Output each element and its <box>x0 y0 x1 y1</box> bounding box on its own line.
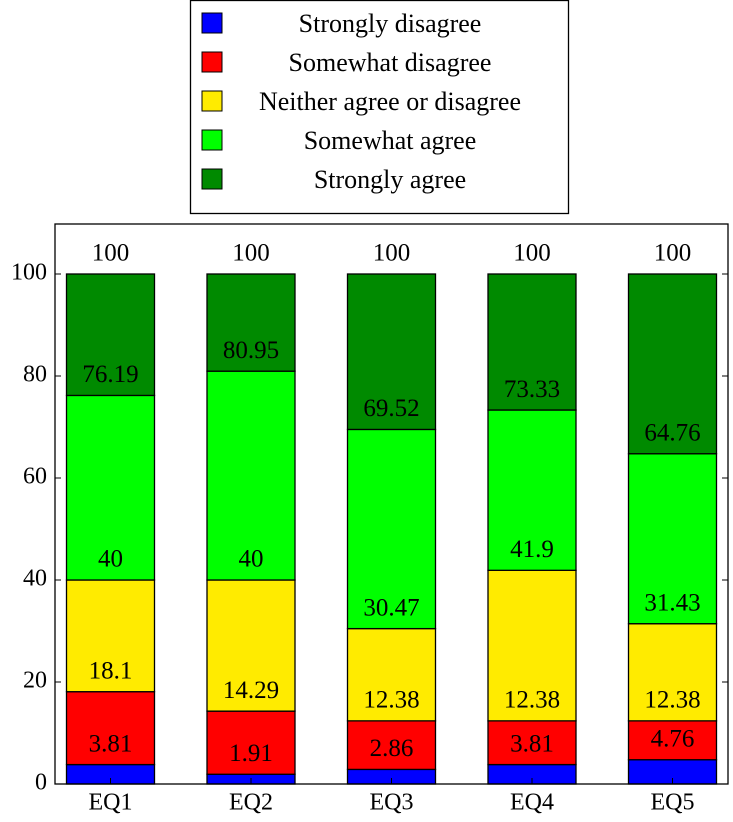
data-label: 31.43 <box>644 589 700 616</box>
data-label: 3.81 <box>89 730 133 757</box>
data-label: 3.81 <box>510 730 554 757</box>
data-label: 12.38 <box>504 687 560 714</box>
bar-segment-eq2-3 <box>206 579 296 712</box>
data-label: 12.38 <box>363 687 419 714</box>
data-label: 4.76 <box>651 725 695 752</box>
y-tick-label: 0 <box>35 770 47 796</box>
legend-box <box>189 0 570 215</box>
data-label: 100 <box>654 240 692 267</box>
x-tick-label: EQ3 <box>370 790 414 816</box>
bar-segment-eq1-2 <box>65 691 156 766</box>
y-tick-label: 80 <box>23 362 47 388</box>
x-tick-label: EQ4 <box>510 790 554 816</box>
bar-segment-eq2-2 <box>206 710 296 775</box>
bar-segment-eq4-3 <box>487 569 577 722</box>
bar-segment-eq4-4 <box>487 409 577 571</box>
bar-segment-eq2-5 <box>206 273 296 372</box>
legend-swatch <box>201 51 223 73</box>
data-label: 100 <box>373 240 411 267</box>
bar-segment-eq3-4 <box>346 428 437 630</box>
data-label: 40 <box>239 546 264 573</box>
data-label: 100 <box>232 240 270 267</box>
data-label: 40 <box>98 546 123 573</box>
data-label: 30.47 <box>363 594 419 621</box>
x-tick-label: EQ2 <box>229 790 273 816</box>
data-label: 100 <box>513 240 551 267</box>
bar-segment-eq5-5 <box>627 273 718 455</box>
y-tick-label: 20 <box>23 668 47 694</box>
bar-segment-eq2-4 <box>206 370 296 581</box>
x-tick-label: EQ1 <box>89 790 133 816</box>
plot-frame <box>54 223 729 785</box>
legend-label: Neither agree or disagree <box>259 87 521 116</box>
data-label: 69.52 <box>363 395 419 422</box>
bar-segment-eq3-5 <box>346 273 437 431</box>
data-label: 18.1 <box>89 657 133 684</box>
legend-swatch <box>201 90 223 112</box>
bar-segment-eq4-5 <box>487 273 577 411</box>
bar-segment-eq3-3 <box>346 627 437 722</box>
legend-swatch <box>201 12 223 34</box>
bar-segment-eq3-2 <box>346 720 437 771</box>
bar-segment-eq4-2 <box>487 720 577 766</box>
bar-segment-eq1-5 <box>65 273 156 397</box>
bar-segment-eq5-3 <box>627 623 718 722</box>
data-label: 2.86 <box>370 735 414 762</box>
data-label: 1.91 <box>229 740 273 767</box>
data-label: 12.38 <box>644 687 700 714</box>
x-tick-label: EQ5 <box>651 790 695 816</box>
bar-segment-eq1-4 <box>65 394 156 581</box>
legend-swatch <box>201 168 223 190</box>
legend-label: Strongly agree <box>314 165 466 194</box>
data-label: 73.33 <box>504 376 560 403</box>
bar-segment-eq5-4 <box>627 453 718 625</box>
legend-swatch <box>201 129 223 151</box>
y-tick-label: 60 <box>23 464 47 490</box>
legend-label: Strongly disagree <box>299 9 482 38</box>
data-label: 41.9 <box>510 536 554 563</box>
legend-label: Somewhat agree <box>304 126 477 155</box>
legend-label: Somewhat disagree <box>289 48 492 77</box>
data-label: 64.76 <box>644 419 700 446</box>
data-label: 14.29 <box>223 677 279 704</box>
data-label: 76.19 <box>82 361 138 388</box>
data-label: 100 <box>92 240 130 267</box>
y-tick-label: 40 <box>23 566 47 592</box>
data-label: 80.95 <box>223 337 279 364</box>
y-tick-label: 100 <box>11 260 47 286</box>
